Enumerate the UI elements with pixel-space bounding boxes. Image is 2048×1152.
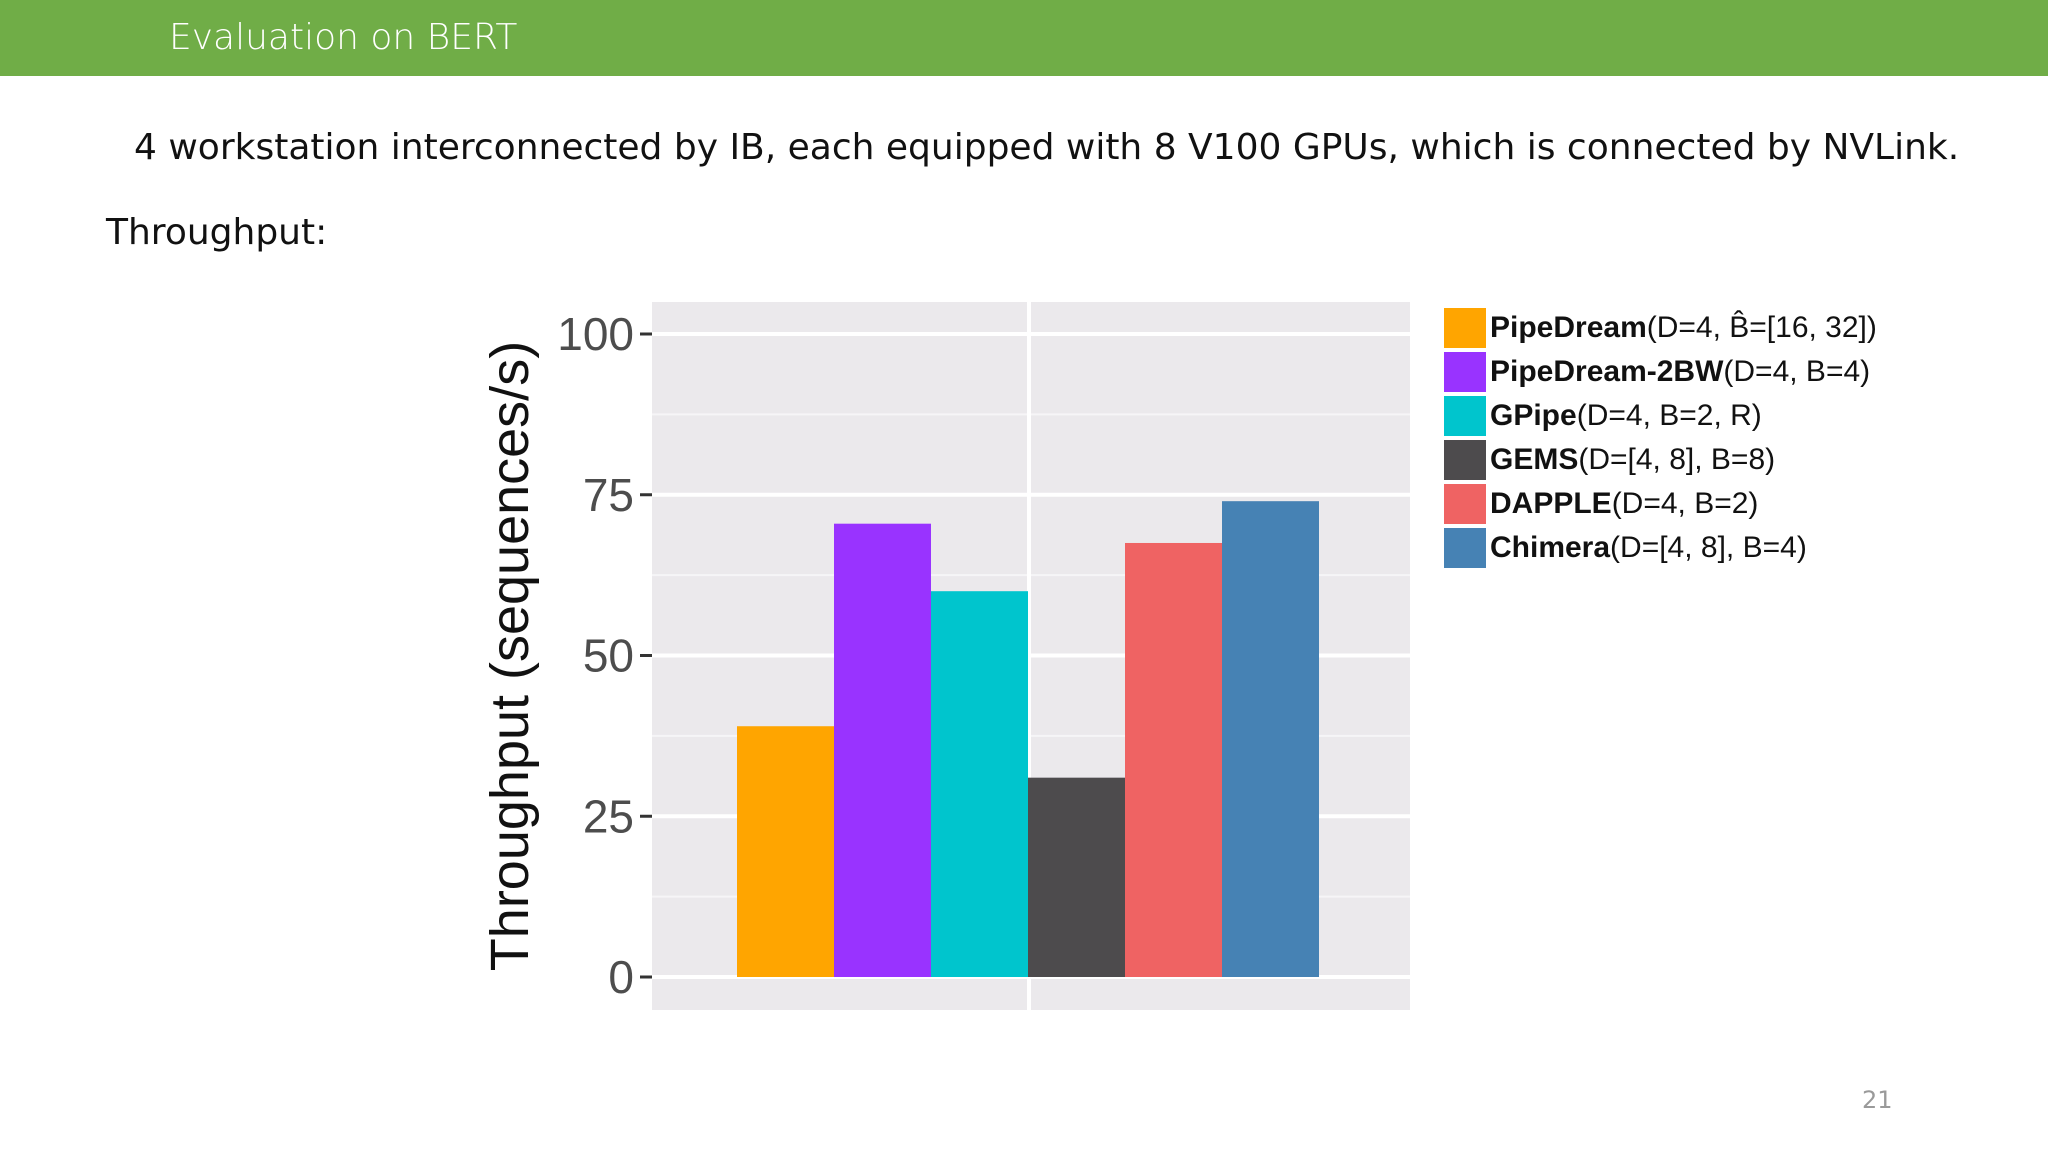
legend-item-2: GPipe(D=4, B=2, R) — [1444, 394, 1877, 438]
legend-swatch-1 — [1444, 352, 1486, 392]
bars — [737, 501, 1319, 977]
legend-swatch-5 — [1444, 528, 1486, 568]
y-tick-label-1: 25 — [583, 790, 634, 842]
legend-swatch-3 — [1444, 440, 1486, 480]
legend-item-5: Chimera(D=[4, 8], B=4) — [1444, 526, 1877, 570]
y-axis-label: Throughput (sequences/s) — [480, 341, 540, 971]
bar-4 — [1125, 542, 1222, 977]
legend-item-4: DAPPLE(D=4, B=2) — [1444, 482, 1877, 526]
legend-label-1: PipeDream-2BW(D=4, B=4) — [1490, 355, 1871, 388]
bar-1 — [834, 523, 931, 977]
y-tick-label-0: 0 — [608, 951, 634, 1003]
title-bar: Evaluation on BERT — [0, 0, 2048, 76]
legend-item-3: GEMS(D=[4, 8], B=8) — [1444, 438, 1877, 482]
legend-label-4: DAPPLE(D=4, B=2) — [1490, 487, 1759, 520]
legend-swatch-2 — [1444, 396, 1486, 436]
legend-label-3: GEMS(D=[4, 8], B=8) — [1490, 443, 1776, 476]
slide-subtitle: 4 workstation interconnected by IB, each… — [134, 127, 1960, 168]
bar-3 — [1028, 777, 1125, 977]
legend-swatch-0 — [1444, 308, 1486, 348]
bar-2 — [931, 591, 1028, 977]
legend-item-0: PipeDream(D=4, B̂=[16, 32]) — [1444, 306, 1877, 350]
slide-title: Evaluation on BERT — [169, 17, 518, 58]
legend-swatch-4 — [1444, 484, 1486, 524]
bar-0 — [737, 726, 834, 977]
legend-item-1: PipeDream-2BW(D=4, B=4) — [1444, 350, 1877, 394]
bar-5 — [1222, 501, 1319, 977]
chart-legend: PipeDream(D=4, B̂=[16, 32]) PipeDream-2BW… — [1444, 306, 1877, 570]
legend-label-5: Chimera(D=[4, 8], B=4) — [1490, 531, 1807, 564]
page-number: 21 — [1862, 1086, 1893, 1114]
y-tick-label-2: 50 — [583, 630, 634, 682]
throughput-label: Throughput: — [106, 212, 328, 253]
legend-label-2: GPipe(D=4, B=2, R) — [1490, 399, 1762, 432]
y-axis: 0 25 50 75 100 — [557, 308, 652, 1003]
y-tick-label-3: 75 — [583, 469, 634, 521]
legend-label-0: PipeDream(D=4, B̂=[16, 32]) — [1490, 311, 1877, 344]
y-tick-label-4: 100 — [557, 308, 634, 360]
